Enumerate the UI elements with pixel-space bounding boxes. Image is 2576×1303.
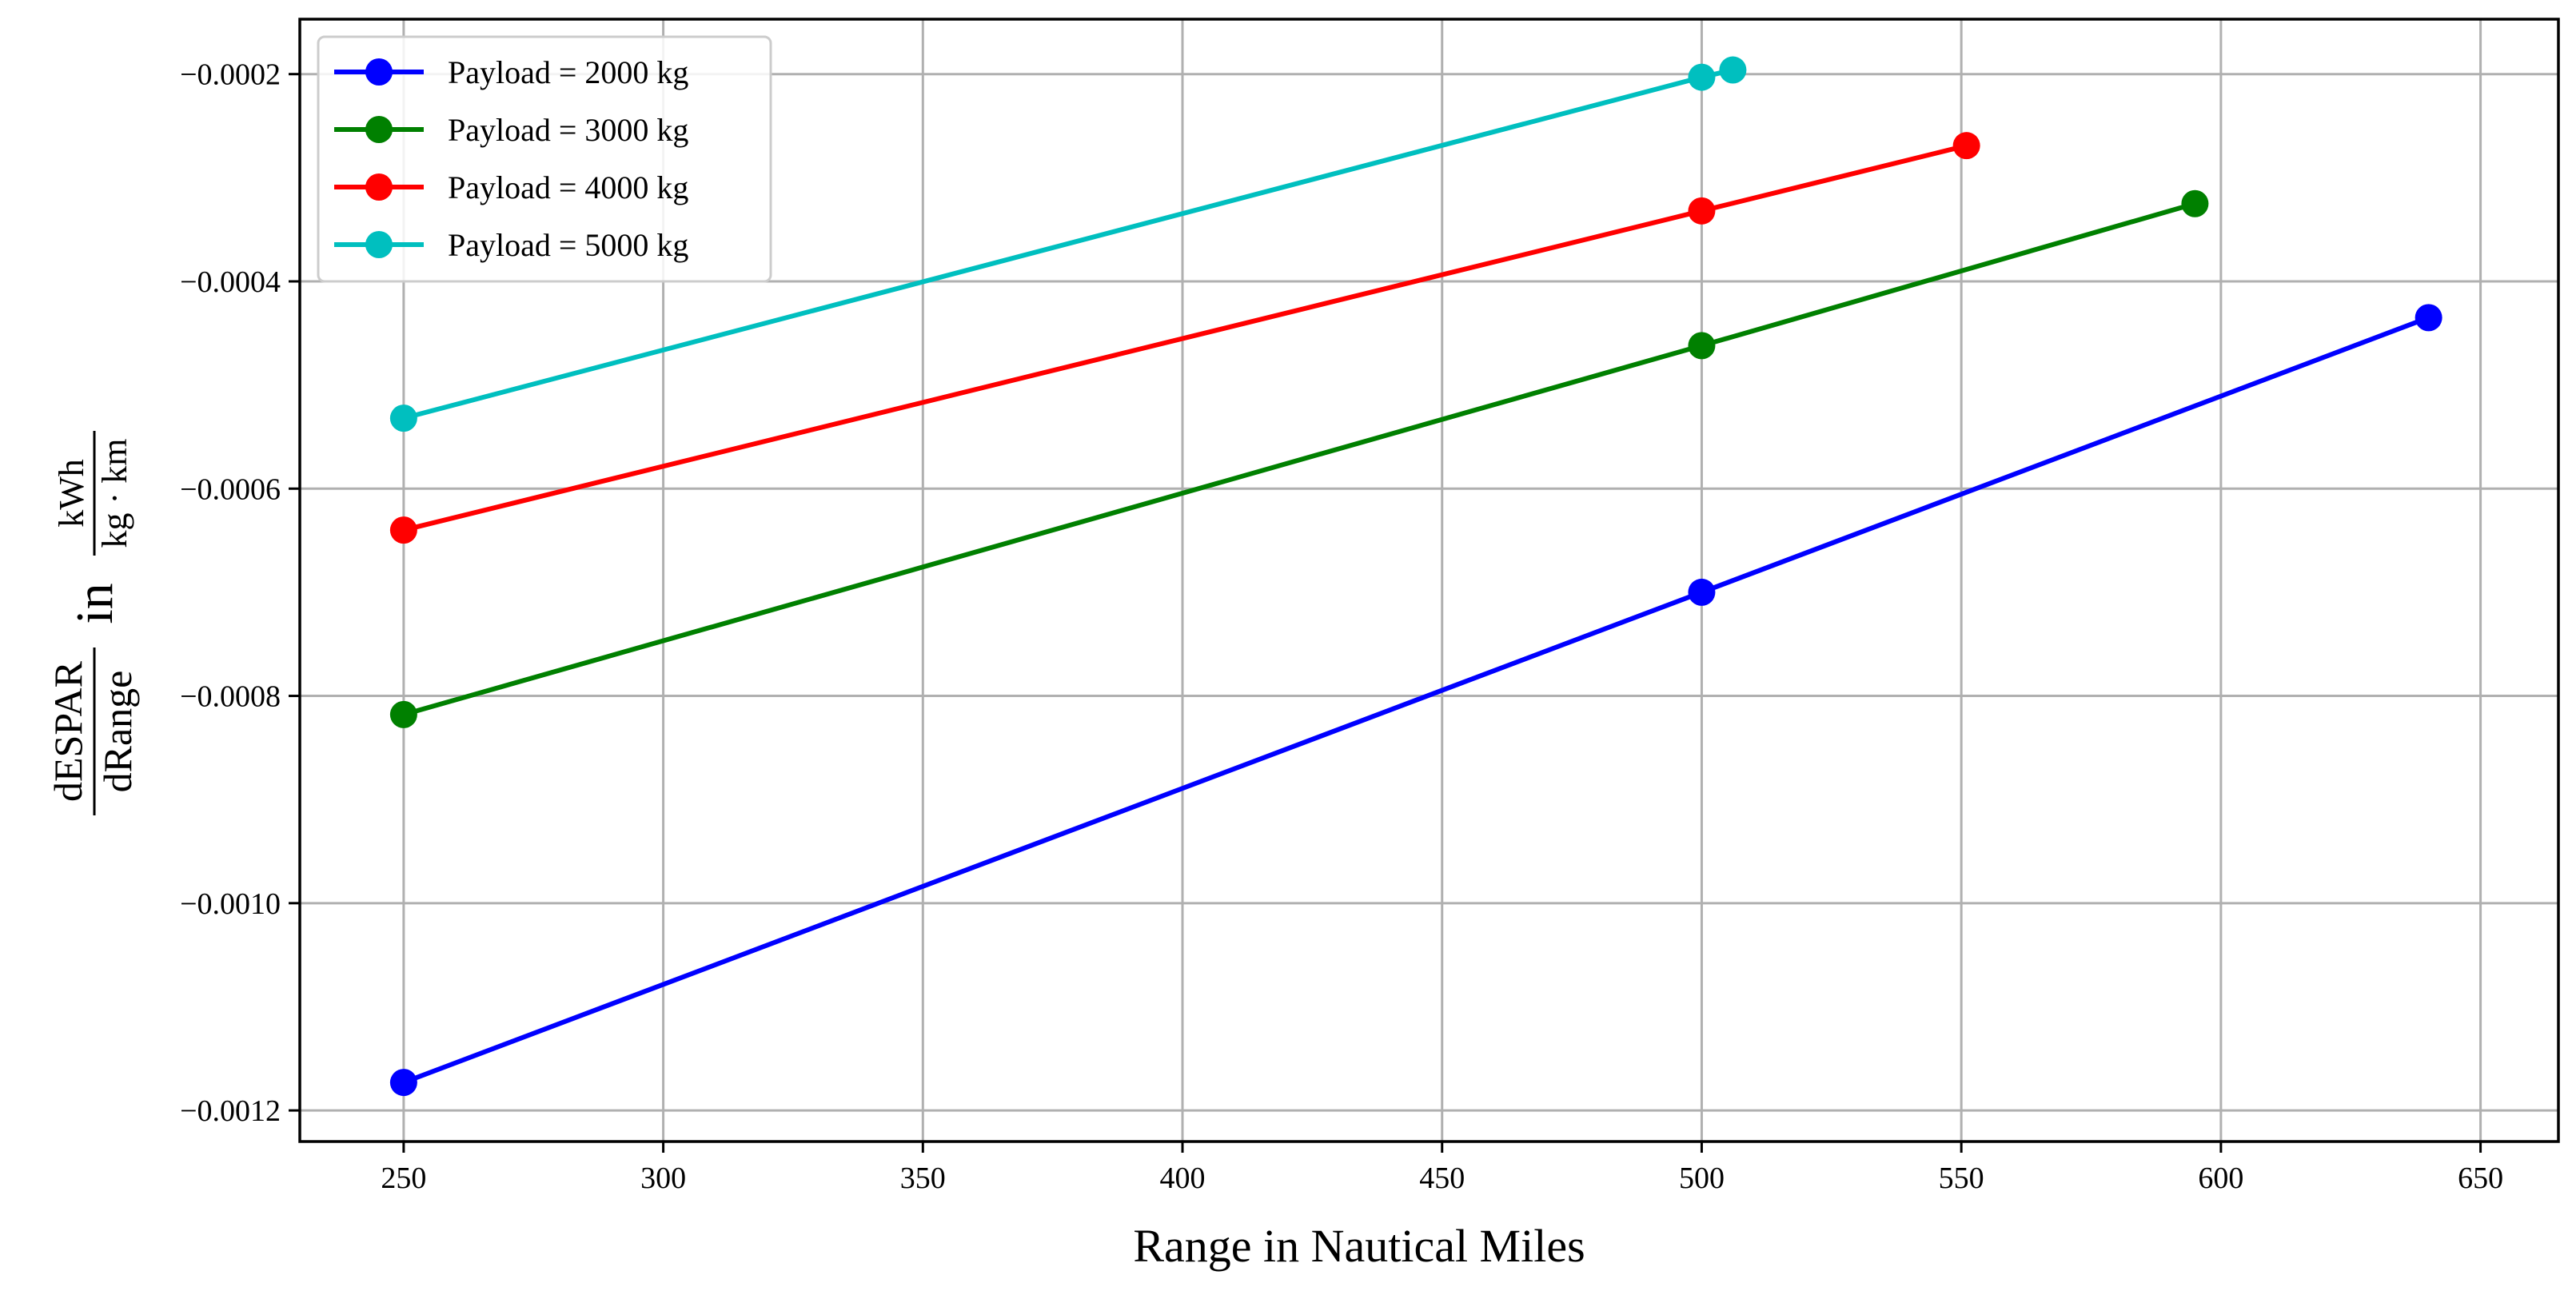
x-tick-label: 350 bbox=[900, 1162, 946, 1195]
legend: Payload = 2000 kg Payload = 3000 kg Payloa… bbox=[317, 35, 772, 283]
series-4 bbox=[389, 56, 1747, 432]
data-point bbox=[1719, 56, 1747, 84]
data-point bbox=[1688, 332, 1716, 360]
data-point bbox=[389, 700, 417, 728]
legend-label: Payload = 5000 kg bbox=[448, 227, 688, 263]
y-title-numerator: dESPAR bbox=[46, 660, 90, 802]
y-title-denominator: dRange bbox=[95, 671, 140, 793]
series-1 bbox=[389, 304, 2442, 1097]
legend-box bbox=[317, 35, 772, 283]
data-point bbox=[389, 1069, 417, 1097]
legend-label: Payload = 4000 kg bbox=[448, 169, 688, 205]
x-axis-ticks: 250 300 350 400 450 500 550 600 650 bbox=[381, 1142, 2503, 1195]
data-point bbox=[1688, 197, 1716, 225]
x-tick-label: 500 bbox=[1679, 1162, 1725, 1195]
x-tick-label: 400 bbox=[1160, 1162, 1206, 1195]
data-point bbox=[389, 516, 417, 544]
y-tick-label: −0.0010 bbox=[180, 887, 281, 921]
data-point bbox=[1688, 63, 1716, 91]
legend-entry: Payload = 3000 kg bbox=[334, 112, 688, 148]
x-tick-label: 450 bbox=[1419, 1162, 1465, 1195]
data-point bbox=[2415, 304, 2442, 332]
y-title-unit-numerator: kWh bbox=[52, 459, 91, 528]
legend-entry: Payload = 5000 kg bbox=[334, 227, 688, 263]
y-title-unit-denominator: kg · km bbox=[95, 439, 134, 548]
x-tick-label: 250 bbox=[381, 1162, 426, 1195]
legend-label: Payload = 2000 kg bbox=[448, 54, 688, 90]
y-axis-ticks: −0.0012 −0.0010 −0.0008 −0.0006 −0.0004 −0.00… bbox=[180, 58, 300, 1128]
data-point bbox=[1952, 132, 1980, 160]
legend-entry: Payload = 2000 kg bbox=[334, 54, 688, 90]
series-layer bbox=[389, 56, 2442, 1097]
data-point bbox=[2181, 189, 2209, 217]
legend-marker bbox=[365, 231, 393, 258]
legend-label: Payload = 3000 kg bbox=[448, 112, 688, 148]
series-line bbox=[402, 315, 2430, 1085]
data-point bbox=[389, 404, 417, 432]
x-tick-label: 550 bbox=[1939, 1162, 1984, 1195]
y-axis-title: dESPAR dRange in kWh kg · km bbox=[46, 431, 140, 815]
y-tick-label: −0.0004 bbox=[180, 265, 281, 299]
legend-marker bbox=[365, 116, 393, 143]
legend-marker bbox=[365, 58, 393, 86]
data-point bbox=[1688, 578, 1716, 606]
x-axis-title: Range in Nautical Miles bbox=[1133, 1220, 1585, 1272]
y-tick-label: −0.0008 bbox=[180, 680, 281, 714]
y-title-connector: in bbox=[66, 583, 124, 624]
legend-entry: Payload = 4000 kg bbox=[334, 169, 688, 205]
plot-frame bbox=[298, 18, 2560, 1143]
x-tick-label: 300 bbox=[640, 1162, 686, 1195]
legend-marker bbox=[365, 173, 393, 201]
series-2 bbox=[389, 189, 2209, 728]
y-tick-label: −0.0002 bbox=[180, 58, 281, 92]
legend-items: Payload = 2000 kg Payload = 3000 kg Payloa… bbox=[334, 54, 688, 263]
y-tick-label: −0.0012 bbox=[180, 1094, 281, 1128]
y-tick-label: −0.0006 bbox=[180, 472, 281, 506]
x-tick-label: 650 bbox=[2458, 1162, 2503, 1195]
x-tick-label: 600 bbox=[2198, 1162, 2243, 1195]
series-3 bbox=[389, 132, 1980, 544]
